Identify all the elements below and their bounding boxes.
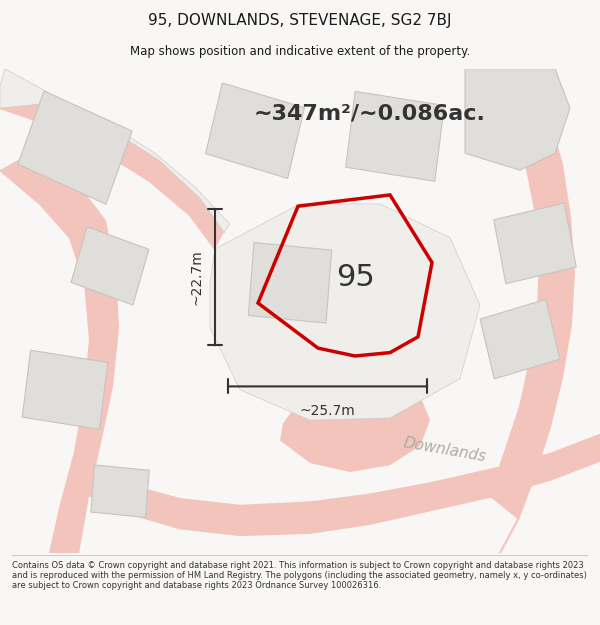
- Text: 95, DOWNLANDS, STEVENAGE, SG2 7BJ: 95, DOWNLANDS, STEVENAGE, SG2 7BJ: [148, 14, 452, 29]
- Polygon shape: [91, 465, 149, 518]
- Text: ~22.7m: ~22.7m: [190, 249, 204, 305]
- Text: Contains OS data © Crown copyright and database right 2021. This information is : Contains OS data © Crown copyright and d…: [12, 561, 587, 591]
- Polygon shape: [210, 204, 480, 420]
- Text: Map shows position and indicative extent of the property.: Map shows position and indicative extent…: [130, 45, 470, 58]
- Polygon shape: [280, 375, 430, 472]
- Text: Downlands: Downlands: [402, 435, 488, 464]
- Polygon shape: [0, 69, 230, 232]
- Polygon shape: [465, 69, 570, 170]
- Polygon shape: [22, 350, 108, 429]
- Polygon shape: [80, 435, 600, 535]
- Text: ~347m²/~0.086ac.: ~347m²/~0.086ac.: [254, 104, 486, 124]
- Text: 95: 95: [335, 262, 374, 292]
- Text: ~25.7m: ~25.7m: [299, 404, 355, 418]
- Polygon shape: [0, 86, 224, 249]
- Polygon shape: [480, 299, 560, 379]
- Polygon shape: [18, 91, 132, 204]
- Polygon shape: [206, 83, 304, 179]
- Polygon shape: [0, 148, 118, 553]
- Polygon shape: [248, 242, 332, 323]
- Polygon shape: [71, 227, 149, 305]
- Polygon shape: [490, 69, 574, 519]
- Polygon shape: [494, 203, 576, 284]
- Polygon shape: [346, 91, 444, 181]
